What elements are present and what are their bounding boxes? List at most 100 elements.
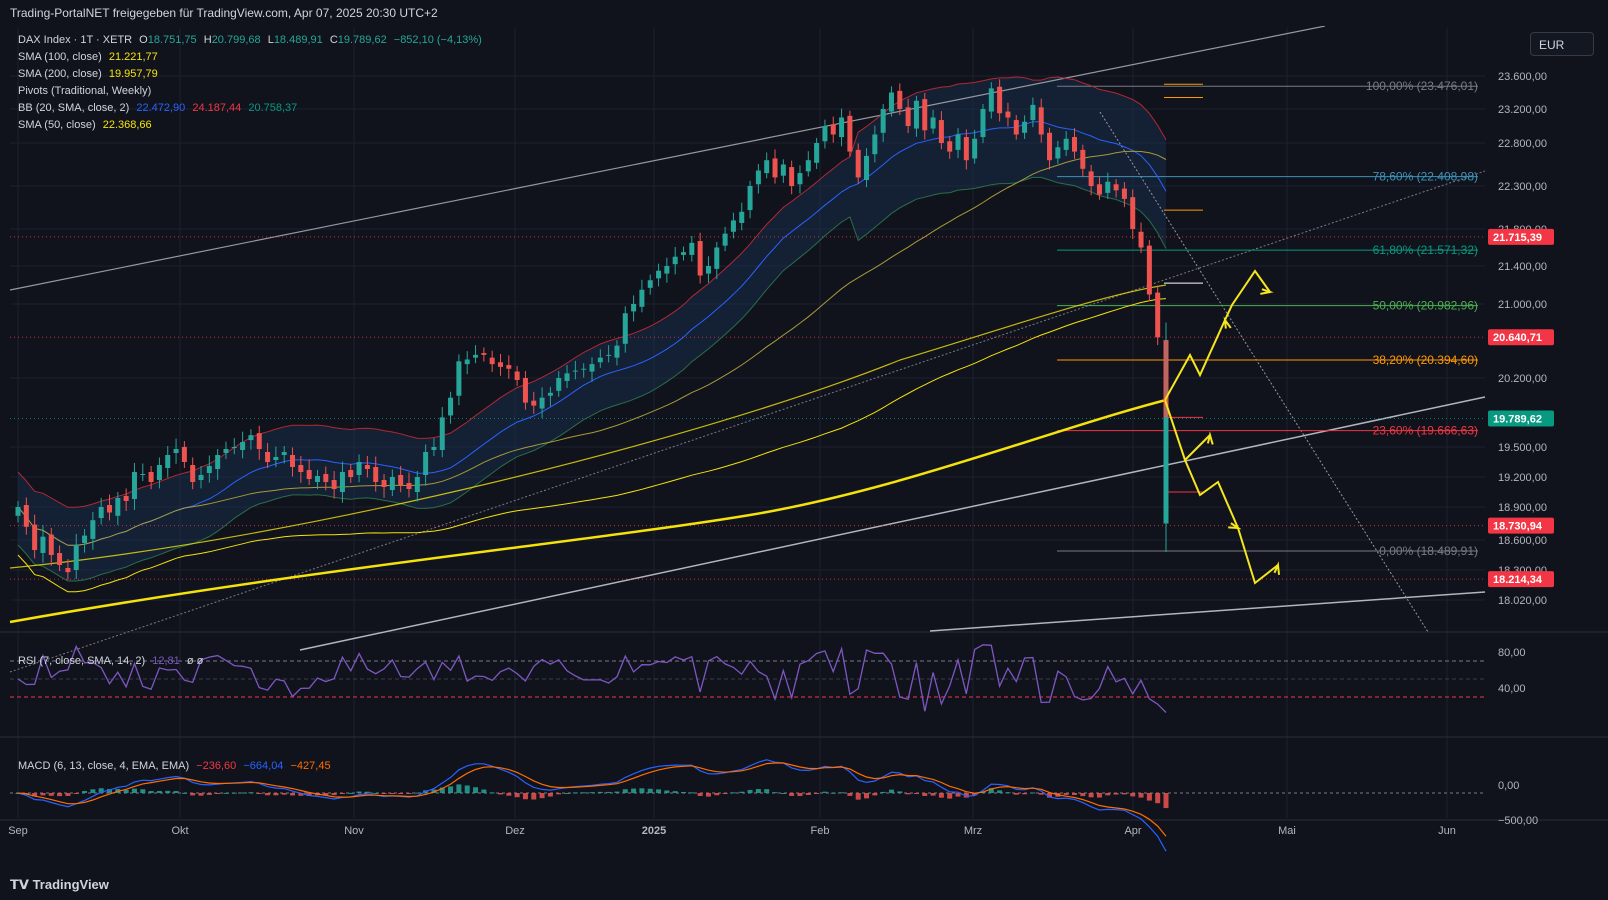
high-value: 20.799,68 — [211, 34, 261, 46]
macd-hist-78 — [664, 790, 670, 793]
candle-body-132 — [1113, 184, 1119, 191]
legend-bb-row[interactable]: BB (20, SMA, close, 2) 22.472,90 24.187,… — [18, 100, 486, 117]
candle-body-11 — [107, 505, 113, 513]
macd-hist-112 — [947, 793, 953, 799]
price-tag-bg-1 — [1488, 329, 1554, 346]
candle-body-77 — [656, 270, 662, 279]
bollinger-band-fill — [18, 77, 1166, 581]
candle-body-117 — [988, 88, 994, 112]
last-candle-body — [1163, 417, 1169, 524]
legend-pivots-row[interactable]: Pivots (Traditional, Weekly) — [18, 83, 486, 100]
candle-body-128 — [1080, 149, 1086, 169]
macd-hist-26 — [231, 792, 237, 794]
sma100-value: 21.221,77 — [108, 51, 158, 63]
candle-body-65 — [556, 378, 562, 391]
chart-canvas[interactable]: 100,00% (23.476,01) 78,60% (22.408,98) 61,… — [0, 26, 1608, 870]
legend-symbol-row: DAX Index · 1T · XETR O18.751,75 H20.799… — [18, 32, 486, 49]
candle-body-115 — [972, 138, 978, 159]
x-tick-Okt: Okt — [171, 825, 188, 837]
candle-body-93 — [789, 167, 795, 186]
macd-hist-76 — [647, 788, 653, 793]
macd-hist-19 — [173, 791, 179, 793]
fib-label-4: 38,20% (20.394,60) — [1373, 353, 1478, 367]
candle-body-64 — [547, 392, 553, 396]
legend-sma50-row[interactable]: SMA (50, close) 22.368,66 — [18, 117, 486, 134]
legend-sma200-row[interactable]: SMA (200, close) 19.957,79 — [18, 66, 486, 83]
trendlines — [9, 26, 1486, 673]
trendline-bottom — [929, 591, 1486, 632]
candle-body-39 — [339, 472, 345, 492]
macd-hist-37 — [323, 793, 329, 796]
candle-body-60 — [514, 371, 520, 380]
macd-hist-101 — [855, 793, 861, 800]
candle-body-59 — [506, 365, 512, 369]
macd-hist-46 — [398, 793, 404, 794]
macd-hist-32 — [281, 793, 287, 795]
footer-bar: 𝗧𝗩 TradingView — [0, 870, 1608, 900]
macd-hist-74 — [631, 788, 637, 793]
macd-hist-126 — [1063, 793, 1069, 795]
candle-body-116 — [980, 109, 986, 138]
price-tag-4: 18.214,34 — [1493, 574, 1543, 586]
candle-body-67 — [572, 370, 578, 372]
macd-hist-118 — [997, 790, 1003, 793]
price-tag-bg-0 — [1488, 228, 1554, 245]
sma-secondary-line — [9, 284, 1167, 569]
candle-body-12 — [115, 498, 121, 516]
candle-body-37 — [323, 474, 329, 482]
symbol-label[interactable]: DAX Index · 1T · XETR — [18, 34, 133, 46]
low-label: L — [267, 34, 274, 46]
macd-hist-20 — [181, 792, 187, 794]
projection-arrow-0 — [1164, 319, 1226, 401]
candle-body-17 — [156, 465, 162, 480]
macd-hist-28 — [248, 792, 254, 794]
candle-body-131 — [1105, 181, 1111, 193]
macd-hist-114 — [963, 793, 969, 798]
candle-body-110 — [930, 117, 936, 129]
macd-hist-31 — [273, 793, 279, 796]
candle-body-27 — [240, 442, 246, 450]
legend-sma100-row[interactable]: SMA (100, close) 21.221,77 — [18, 49, 486, 66]
macd-hist-92 — [780, 792, 786, 794]
candle-body-137 — [1155, 292, 1161, 338]
x-tick-2025: 2025 — [642, 825, 666, 837]
rsi-extra: ø ø — [186, 655, 204, 667]
y-tick-8: 19.500,00 — [1498, 442, 1547, 454]
y-tick-7: 20.200,00 — [1498, 373, 1547, 385]
macd-hist-91 — [772, 792, 778, 794]
macd-hist-16 — [148, 791, 154, 793]
projection-arrow-3 — [1184, 459, 1239, 529]
candle-body-6 — [65, 568, 71, 573]
macd-hist-133 — [1121, 793, 1127, 795]
price-tag-2: 19.789,62 — [1493, 413, 1542, 425]
sma50-line — [17, 150, 1167, 546]
macd-hist-57 — [489, 792, 495, 794]
tradingview-logo-text[interactable]: TradingView — [32, 877, 109, 892]
macd-hist-127 — [1071, 793, 1077, 795]
currency-button[interactable]: EUR — [1530, 32, 1594, 56]
macd-hist-136 — [1146, 793, 1152, 801]
fib-label-5: 23,60% (19.666,63) — [1373, 424, 1478, 438]
arrow-head-2 — [1206, 431, 1214, 445]
fib-label-0: 100,00% (23.476,01) — [1366, 79, 1478, 93]
candle-body-34 — [298, 465, 304, 472]
rsi-legend[interactable]: RSI (7, close, SMA, 14, 2) 12,81 ø ø — [18, 653, 207, 670]
macd-hist-121 — [1022, 793, 1028, 795]
price-tag-bg-3 — [1488, 517, 1554, 534]
projection-arrow-1 — [1224, 269, 1271, 321]
candle-body-43 — [373, 467, 379, 482]
macd-hist-82 — [697, 793, 703, 796]
macd-hist-38 — [331, 793, 337, 796]
macd-hist-96 — [814, 793, 820, 794]
candle-body-102 — [864, 155, 870, 180]
y-tick-10: 18.900,00 — [1498, 502, 1547, 514]
macd-hist-67 — [572, 792, 578, 794]
macd-hist-17 — [156, 790, 162, 793]
tradingview-logo-icon[interactable]: 𝗧𝗩 — [10, 877, 29, 892]
macd-legend[interactable]: MACD (6, 13, close, 4, EMA, EMA) −236,60… — [18, 758, 335, 775]
bb-lower-line — [17, 176, 1167, 582]
arrow-head-3 — [1228, 522, 1242, 530]
candle-body-76 — [647, 280, 653, 288]
macd-line-value: −664,04 — [243, 760, 284, 772]
macd-pane: 0,00 −500,00 — [10, 759, 1538, 852]
